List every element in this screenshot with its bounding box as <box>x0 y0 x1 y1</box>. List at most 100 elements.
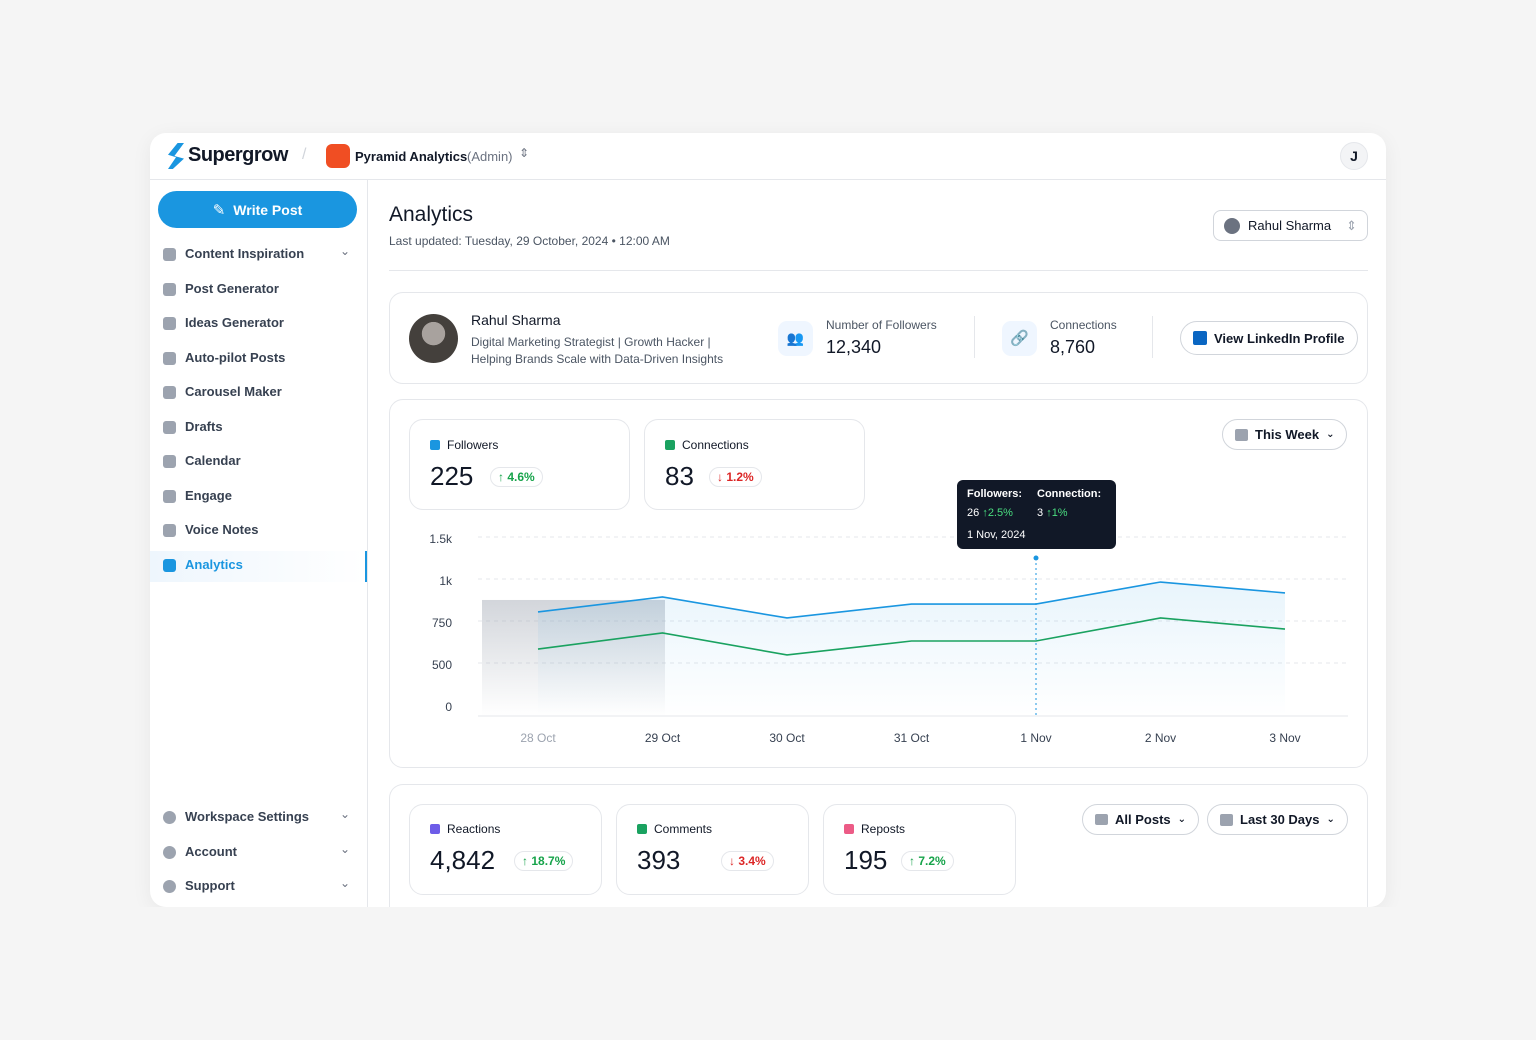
change-value: 7.2% <box>918 854 946 868</box>
chevron: ⌄ <box>340 841 351 856</box>
stat-label: Reactions <box>447 822 501 836</box>
tooltip-value: 26 ↑2.5% <box>967 507 1013 519</box>
stat-value: 195 <box>844 845 888 875</box>
tooltip-number: 26 <box>967 507 980 519</box>
nav-item[interactable]: Calendar <box>185 453 241 468</box>
posts-period[interactable]: Last 30 Days ⌄ <box>1207 804 1348 835</box>
write-post-button[interactable]: ✎ Write Post <box>158 191 357 228</box>
tooltip-label: Connection: <box>1037 488 1102 500</box>
nav-item[interactable]: Support <box>185 878 235 893</box>
stat-value: 393 <box>637 845 681 875</box>
nav-item[interactable]: Workspace Settings <box>185 809 310 824</box>
period-select[interactable]: This Week ⌄ <box>1222 419 1348 450</box>
legend-swatch <box>430 824 440 834</box>
workspace-name[interactable]: Pyramid Analytics <box>355 149 468 164</box>
followers-card <box>409 419 630 510</box>
nav-icon <box>163 455 176 468</box>
x-tick-label: 29 Oct <box>645 731 681 745</box>
x-tick-label: 1 Nov <box>1020 731 1051 745</box>
change-value: 18.7% <box>531 854 566 868</box>
nav-icon <box>163 811 176 824</box>
profile-photo <box>409 314 458 363</box>
nav-item[interactable]: Content Inspiration <box>185 246 305 261</box>
nav-item[interactable]: Analytics <box>185 556 243 572</box>
legend-swatch <box>637 824 647 834</box>
profile-select[interactable]: Rahul Sharma ⇕ <box>1213 210 1368 241</box>
headline: Digital Marketing Strategist | Growth Ha… <box>471 335 711 349</box>
hover-dot <box>1033 555 1039 561</box>
nav-item[interactable]: Account <box>185 843 237 859</box>
switch-icon[interactable]: ⇕ <box>519 146 530 160</box>
chevron: ⌄ <box>1177 814 1187 825</box>
legend-label: Followers <box>447 438 499 452</box>
y-tick-label: 500 <box>432 658 452 672</box>
followers-growth: 225 <box>430 461 474 491</box>
profile-select-label: Rahul Sharma <box>1248 218 1332 233</box>
divider <box>1152 316 1153 358</box>
y-tick-label: 1k <box>439 574 453 588</box>
change-badge: ↑ 4.6% <box>490 467 543 487</box>
stack-icon <box>1095 814 1108 825</box>
followers-label: Number of Followers <box>826 318 937 332</box>
x-tick-label: 31 Oct <box>894 731 930 745</box>
workspace-icon <box>326 144 350 168</box>
x-tick-label: 30 Oct <box>769 731 805 745</box>
change-badge: ↓ 3.4% <box>721 851 774 871</box>
legend-label: Connections <box>682 438 749 452</box>
chevron: ⌄ <box>340 244 351 258</box>
tooltip-change: ↑2.5% <box>982 507 1013 519</box>
tooltip-date: 1 Nov, 2024 <box>967 529 1026 541</box>
stat-card <box>616 804 809 895</box>
header-divider <box>150 179 1386 180</box>
posts-filter[interactable]: All Posts ⌄ <box>1082 804 1200 835</box>
period-label: Last 30 Days <box>1240 812 1320 827</box>
y-tick-label: 1.5k <box>429 532 453 546</box>
series-line <box>537 617 1286 656</box>
change-value: 4.6% <box>507 470 535 484</box>
divider <box>389 270 1368 271</box>
nav-item[interactable]: Engage <box>185 487 232 503</box>
nav-icon <box>163 420 176 434</box>
nav-icon <box>163 880 176 893</box>
nav-icon <box>163 317 176 330</box>
period-label: This Week <box>1255 427 1320 442</box>
linkedin-button-label: View LinkedIn Profile <box>1214 330 1345 346</box>
nav-item[interactable]: Ideas Generator <box>185 315 284 330</box>
page-title: Analytics <box>389 203 474 226</box>
stat-card <box>409 804 602 895</box>
write-post-label: Write Post <box>233 201 303 218</box>
brand[interactable]: Supergrow <box>188 144 288 166</box>
change-badge: ↑ 7.2% <box>901 851 954 871</box>
legend-swatch <box>844 824 854 834</box>
chevron: ⌄ <box>1326 429 1335 440</box>
profile-name: Rahul Sharma <box>471 312 561 328</box>
legend-swatch <box>430 440 440 450</box>
nav-item[interactable]: Drafts <box>185 418 223 434</box>
linkedin-button[interactable]: View LinkedIn Profile <box>1180 321 1358 355</box>
nav-item[interactable]: Carousel Maker <box>185 384 282 399</box>
user-avatar[interactable]: J <box>1340 142 1368 170</box>
change-value: 1.2% <box>726 470 754 484</box>
nav-icon <box>163 351 176 365</box>
tooltip-change-value: 1% <box>1051 507 1068 519</box>
calendar-icon <box>1220 813 1233 826</box>
x-tick-label: 2 Nov <box>1145 731 1176 745</box>
stat-card <box>823 804 1016 895</box>
nav-icon <box>163 386 176 399</box>
change-badge: ↓ 1.2% <box>709 467 762 487</box>
series-line <box>537 581 1286 619</box>
followers-icon: 👥 <box>778 321 813 356</box>
headline: Helping Brands Scale with Data-Driven In… <box>471 352 724 366</box>
stat-value: 4,842 <box>430 845 496 875</box>
link-icon: 🔗 <box>1002 321 1037 356</box>
avatar-small <box>1224 217 1240 234</box>
workspace-role: (Admin) <box>467 149 513 164</box>
nav-item[interactable]: Post Generator <box>185 280 279 296</box>
nav-item[interactable]: Auto-pilot Posts <box>185 349 286 365</box>
chevron: ⌄ <box>340 876 351 890</box>
nav-item[interactable]: Voice Notes <box>185 522 259 537</box>
tooltip: Followers: 26 ↑2.5% Connection: 3 ↑1% 1 … <box>957 480 1116 549</box>
connections-card <box>644 419 865 510</box>
